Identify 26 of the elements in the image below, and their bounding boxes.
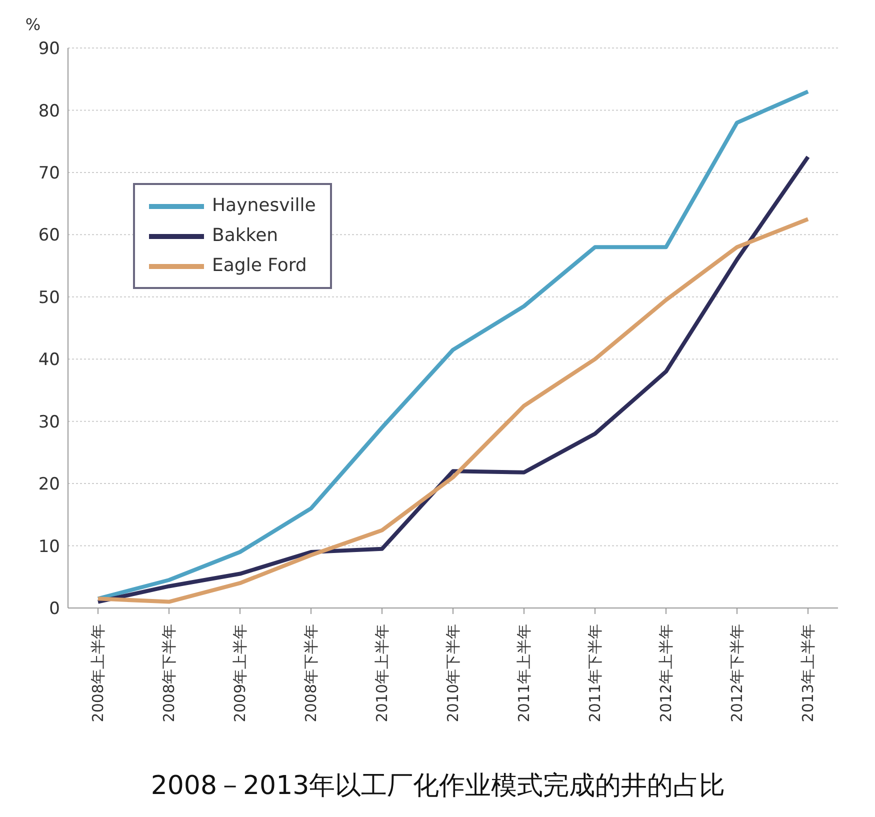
y-tick-label: 10 bbox=[38, 536, 60, 557]
y-tick-label: 30 bbox=[38, 412, 60, 432]
x-tick-label: 2012年上半年 bbox=[657, 624, 675, 722]
x-tick-label: 2012年下半年 bbox=[728, 624, 746, 722]
y-tick-label: 40 bbox=[38, 350, 60, 370]
x-tick-label: 2008年下半年 bbox=[160, 624, 178, 722]
y-axis-title: % bbox=[25, 15, 41, 34]
y-tick-label: 90 bbox=[38, 39, 60, 60]
y-tick-label: 50 bbox=[38, 288, 60, 308]
text: 2008－2013年以工厂化作业模式完成的井的占比 bbox=[150, 770, 726, 803]
legend-label: Bakken bbox=[212, 224, 278, 248]
y-tick-label: 80 bbox=[38, 101, 60, 122]
x-tick-label: 2010年上半年 bbox=[373, 624, 391, 722]
x-tick-label: 2011年上半年 bbox=[515, 624, 533, 722]
x-tick-label: 2009年上半年 bbox=[231, 624, 249, 722]
x-tick-label: 2008年上半年 bbox=[89, 624, 107, 722]
x-tick-label: 2008年下半年 bbox=[302, 624, 320, 722]
y-tick-label: 20 bbox=[38, 474, 60, 495]
x-tick-label: 2013年上半年 bbox=[799, 624, 817, 722]
legend-label: Eagle Ford bbox=[212, 254, 307, 278]
x-tick-label: 2010年下半年 bbox=[444, 624, 462, 722]
x-tick-label: 2011年下半年 bbox=[586, 624, 604, 722]
y-tick-label: 60 bbox=[38, 226, 60, 246]
legend-label: Haynesville bbox=[212, 194, 316, 218]
y-tick-label: 70 bbox=[38, 163, 60, 184]
y-tick-label: 0 bbox=[49, 599, 60, 620]
